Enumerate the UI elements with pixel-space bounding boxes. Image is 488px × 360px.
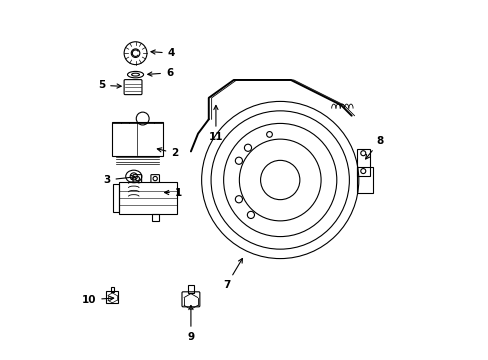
Text: 2: 2: [157, 148, 178, 158]
Text: 4: 4: [151, 48, 175, 58]
Text: 1: 1: [164, 188, 182, 198]
Text: 6: 6: [147, 68, 173, 78]
Text: 8: 8: [365, 136, 383, 159]
Text: 3: 3: [103, 175, 135, 185]
Text: 7: 7: [223, 258, 242, 290]
Text: 11: 11: [208, 105, 223, 142]
Text: 5: 5: [98, 80, 121, 90]
Text: 10: 10: [81, 295, 113, 305]
Text: 9: 9: [187, 306, 194, 342]
